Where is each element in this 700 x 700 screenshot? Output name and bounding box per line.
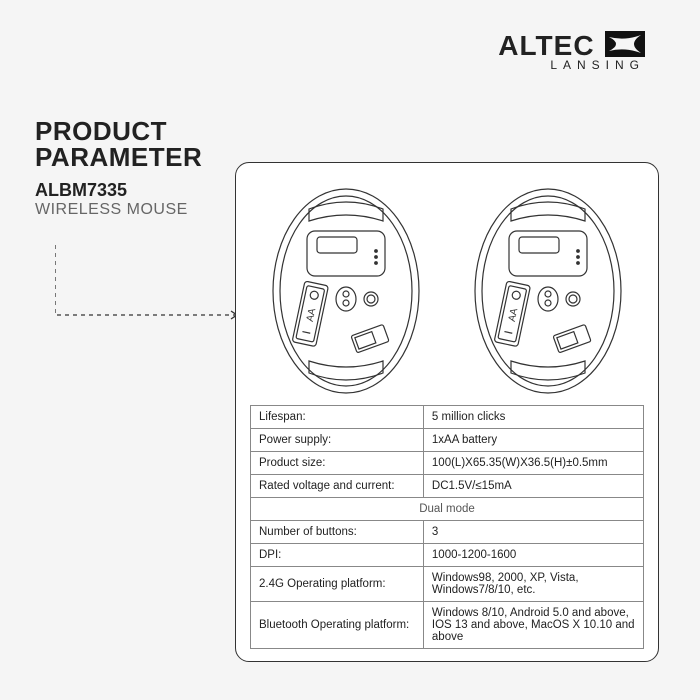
spec-label: Rated voltage and current: bbox=[251, 475, 424, 498]
mode-span: Dual mode bbox=[251, 498, 644, 521]
spec-value: DC1.5V/≤15mA bbox=[423, 475, 643, 498]
mouse-bottom-diagram-2: AA bbox=[461, 181, 636, 401]
brand-logo: ALTEC LANSING bbox=[498, 30, 645, 72]
spec-label: Bluetooth Operating platform: bbox=[251, 602, 424, 649]
table-row: Lifespan:5 million clicks bbox=[251, 406, 644, 429]
svg-text:AA: AA bbox=[506, 307, 520, 323]
spec-value: 1xAA battery bbox=[423, 429, 643, 452]
svg-text:AA: AA bbox=[304, 307, 318, 323]
table-row: DPI:1000-1200-1600 bbox=[251, 544, 644, 567]
logo-mark-icon bbox=[605, 31, 645, 62]
mouse-diagram-row: AA bbox=[250, 177, 644, 405]
connector-line bbox=[55, 245, 235, 325]
spec-value: Windows98, 2000, XP, Vista, Windows7/8/1… bbox=[423, 567, 643, 602]
spec-value: Windows 8/10, Android 5.0 and above, IOS… bbox=[423, 602, 643, 649]
spec-label: Lifespan: bbox=[251, 406, 424, 429]
spec-value: 1000-1200-1600 bbox=[423, 544, 643, 567]
spec-value: 3 bbox=[423, 521, 643, 544]
spec-label: 2.4G Operating platform: bbox=[251, 567, 424, 602]
title-line2: PARAMETER bbox=[35, 144, 202, 170]
spec-value: 5 million clicks bbox=[423, 406, 643, 429]
spec-label: Number of buttons: bbox=[251, 521, 424, 544]
spec-label: Power supply: bbox=[251, 429, 424, 452]
model-number: ALBM7335 bbox=[35, 180, 202, 201]
table-row: Number of buttons:3 bbox=[251, 521, 644, 544]
spec-table: Lifespan:5 million clicks Power supply:1… bbox=[250, 405, 644, 649]
table-row: Bluetooth Operating platform:Windows 8/1… bbox=[251, 602, 644, 649]
title-line1: PRODUCT bbox=[35, 118, 202, 144]
product-subtitle: WIRELESS MOUSE bbox=[35, 201, 202, 219]
spec-label: DPI: bbox=[251, 544, 424, 567]
title-block: PRODUCT PARAMETER ALBM7335 WIRELESS MOUS… bbox=[35, 118, 202, 219]
table-row: Product size:100(L)X65.35(W)X36.5(H)±0.5… bbox=[251, 452, 644, 475]
table-row-span: Dual mode bbox=[251, 498, 644, 521]
table-row: Rated voltage and current:DC1.5V/≤15mA bbox=[251, 475, 644, 498]
mouse-bottom-diagram-1: AA bbox=[259, 181, 434, 401]
table-row: 2.4G Operating platform:Windows98, 2000,… bbox=[251, 567, 644, 602]
table-row: Power supply:1xAA battery bbox=[251, 429, 644, 452]
spec-value: 100(L)X65.35(W)X36.5(H)±0.5mm bbox=[423, 452, 643, 475]
spec-panel: AA bbox=[235, 162, 659, 662]
spec-label: Product size: bbox=[251, 452, 424, 475]
